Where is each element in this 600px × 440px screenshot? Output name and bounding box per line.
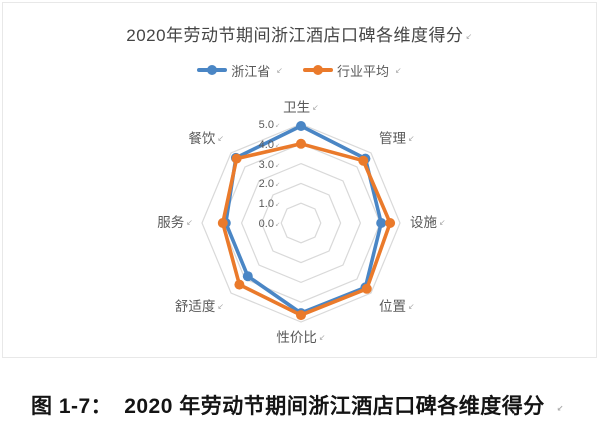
chart-title: 2020年劳动节期间浙江酒店口碑各维度得分 ↙: [3, 21, 596, 46]
data-point: [234, 279, 245, 290]
data-point: [217, 218, 228, 228]
figure-caption-text: 2020 年劳动节期间浙江酒店口碑各维度得分: [124, 395, 545, 418]
data-point: [376, 218, 387, 228]
paragraph-mark-icon: ↙: [276, 65, 283, 75]
paragraph-mark-icon: ↙: [465, 32, 473, 41]
legend-item-zhejiang: 浙江省 ↙: [197, 61, 283, 80]
data-point: [358, 155, 369, 166]
data-point: [231, 153, 242, 164]
data-point: [296, 121, 306, 131]
radar-gridline-ring: [280, 202, 322, 244]
radar-gridline-ring: [240, 162, 362, 284]
radar-gridline-ring: [260, 182, 342, 264]
chart-legend: 浙江省 ↙ 行业平均 ↙: [3, 60, 596, 80]
legend-dot-icon: [313, 65, 323, 75]
paragraph-mark-icon: ↙: [395, 65, 402, 75]
data-point: [361, 283, 372, 294]
legend-label: 行业平均: [337, 63, 390, 79]
radar-gridline-ring: [201, 123, 401, 323]
data-point: [242, 271, 253, 282]
data-point: [385, 218, 396, 228]
radar-chart: [201, 121, 401, 323]
data-point: [296, 138, 306, 149]
legend-dot-icon: [207, 65, 218, 75]
figure-caption: 图 1-7： 2020 年劳动节期间浙江酒店口碑各维度得分 ↙: [31, 390, 591, 420]
paragraph-mark-icon: ↙: [556, 404, 564, 413]
data-point: [296, 310, 306, 321]
radar-gridline-ring: [221, 143, 381, 303]
legend-item-industry-average: 行业平均 ↙: [303, 61, 402, 80]
figure-caption-number: 图 1-7：: [31, 395, 113, 418]
legend-label: 浙江省: [231, 63, 271, 79]
legend-line-marker-icon: [303, 65, 333, 75]
chart-panel[interactable]: 2020年劳动节期间浙江酒店口碑各维度得分 ↙ 浙江省 ↙ 行业平均 ↙ 0.0↙ 1.…: [2, 2, 597, 358]
chart-title-text: 2020年劳动节期间浙江酒店口碑各维度得分: [126, 26, 464, 45]
legend-line-marker-icon: [197, 65, 228, 75]
